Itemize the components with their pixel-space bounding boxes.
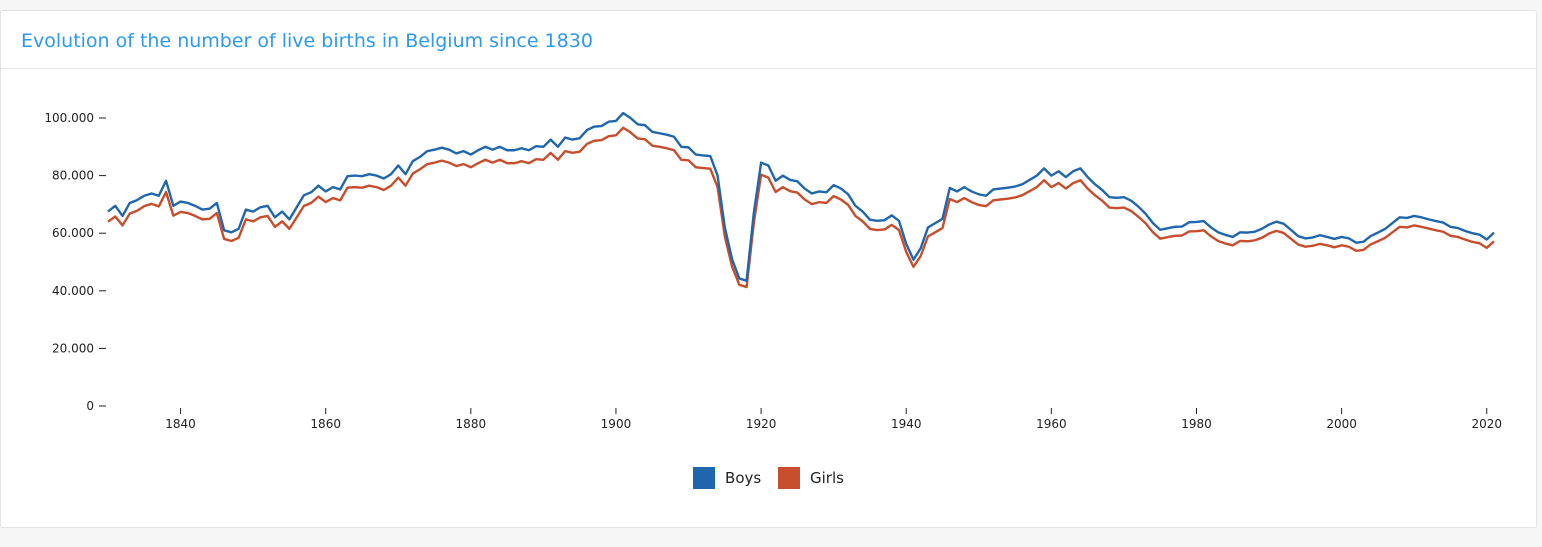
legend-label-boys: Boys bbox=[725, 469, 762, 487]
y-tick-label: 0 bbox=[86, 399, 94, 413]
x-tick-label: 2020 bbox=[1471, 417, 1502, 431]
series-layer bbox=[107, 111, 1495, 289]
legend-swatch-boys bbox=[693, 467, 716, 489]
legend-swatch-girls bbox=[778, 467, 800, 489]
legend-item-girls[interactable]: Girls bbox=[778, 467, 844, 489]
y-tick-label: 100.000 bbox=[44, 111, 94, 125]
x-tick-label: 1900 bbox=[601, 417, 632, 431]
legend-item-boys[interactable]: Boys bbox=[693, 467, 761, 489]
x-tick-label: 2000 bbox=[1326, 417, 1357, 431]
x-tick-label: 1920 bbox=[746, 417, 777, 431]
chart-card: Evolution of the number of live births i… bbox=[0, 10, 1537, 528]
legend-label-girls: Girls bbox=[810, 469, 844, 487]
x-tick-label: 1860 bbox=[310, 417, 341, 431]
y-tick-label: 60.000 bbox=[52, 226, 94, 240]
y-tick-label: 20.000 bbox=[52, 341, 94, 355]
y-axis: 0 20.000 40.000 60.000 80.000 100.000 bbox=[44, 111, 106, 413]
x-tick-label: 1840 bbox=[165, 417, 196, 431]
chart-title: Evolution of the number of live births i… bbox=[21, 30, 593, 52]
y-tick-label: 40.000 bbox=[52, 284, 94, 298]
x-tick-label: 1960 bbox=[1036, 417, 1067, 431]
series-line-boys[interactable] bbox=[107, 111, 1495, 282]
x-tick-label: 1940 bbox=[891, 417, 922, 431]
x-axis: 1840 1860 1880 1900 1920 1940 1960 1980 2000 2020 bbox=[165, 408, 1502, 431]
card-header: Evolution of the number of live births i… bbox=[1, 11, 1536, 69]
x-tick-label: 1980 bbox=[1181, 417, 1212, 431]
legend: Boys Girls bbox=[0, 467, 1537, 493]
x-tick-label: 1880 bbox=[456, 417, 487, 431]
y-tick-label: 80.000 bbox=[52, 169, 94, 183]
series-line-girls[interactable] bbox=[107, 126, 1495, 289]
